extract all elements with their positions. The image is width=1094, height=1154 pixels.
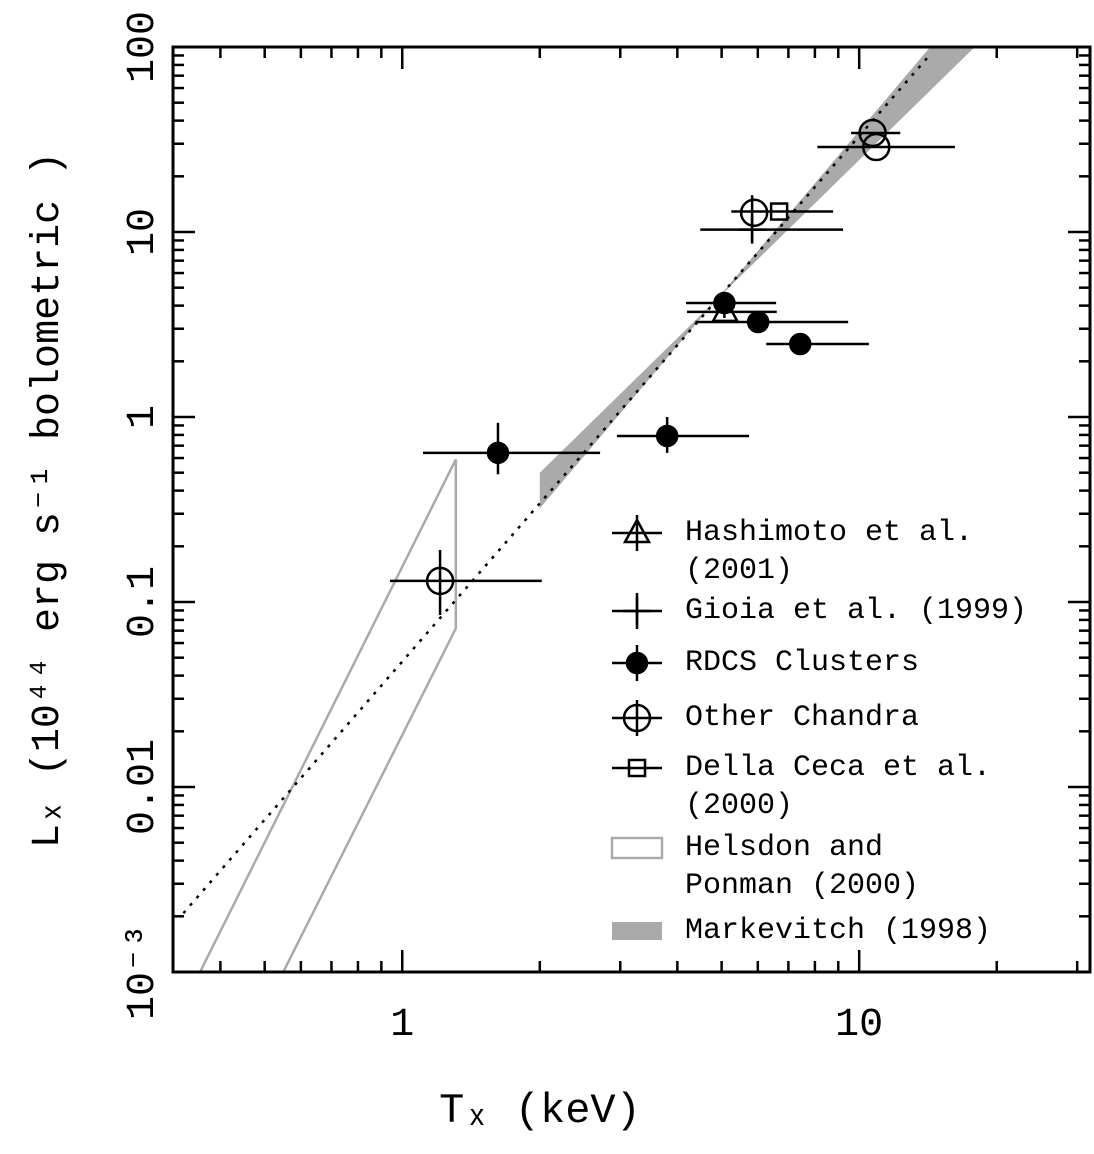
marker-open-circle — [739, 198, 769, 228]
legend-label: Hashimoto et al. (2001) — [685, 516, 974, 588]
y-tick-label: 10⁻³ — [121, 924, 166, 1020]
marker-plus — [623, 597, 651, 625]
marker-open-circle — [862, 132, 891, 162]
marker-filled-circle — [713, 291, 736, 315]
marker-filled-circle — [655, 424, 679, 448]
x-axis-label: Tₓ (keV) — [439, 1087, 641, 1135]
marker-triangle — [622, 517, 652, 544]
legend-label: Della Ceca et al. (2000) — [685, 751, 992, 823]
legend-label: Markevitch (1998) — [685, 914, 992, 948]
marker-filled-circle — [625, 651, 649, 675]
x-tick-label: 10 — [835, 1003, 883, 1048]
marker-open-circle — [425, 566, 455, 596]
x-tick-label: 1 — [390, 1003, 414, 1048]
y-tick-label: 100 — [121, 11, 166, 83]
region — [539, 47, 975, 509]
marker-filled-circle — [788, 332, 812, 356]
y-axis-label: Lₓ (10⁴⁴ erg s⁻¹ bolometric ) — [26, 152, 71, 848]
legend-label: RDCS Clusters — [685, 646, 920, 680]
plot-frame — [171, 45, 1092, 974]
marker-square — [769, 202, 789, 221]
marker-filled-circle — [486, 441, 510, 465]
marker-plus — [738, 215, 767, 244]
y-tick-label: 10 — [121, 208, 166, 256]
legend-label: Helsdon and Ponman (2000) — [685, 831, 920, 903]
marker-square — [627, 758, 647, 778]
legend-label: Gioia et al. (1999) — [685, 594, 1028, 628]
legend-label: Other Chandra — [685, 701, 920, 735]
marker-filled-circle — [746, 310, 770, 334]
y-tick-label: 0.01 — [121, 739, 166, 835]
trend-line — [182, 52, 933, 914]
y-tick-label: 1 — [121, 405, 166, 429]
region — [198, 458, 458, 972]
legend-swatch — [610, 836, 664, 860]
legend-swatch — [612, 922, 662, 940]
marker-open-circle — [622, 703, 652, 733]
y-tick-label: 0.1 — [121, 566, 166, 638]
plot-area — [182, 47, 975, 972]
